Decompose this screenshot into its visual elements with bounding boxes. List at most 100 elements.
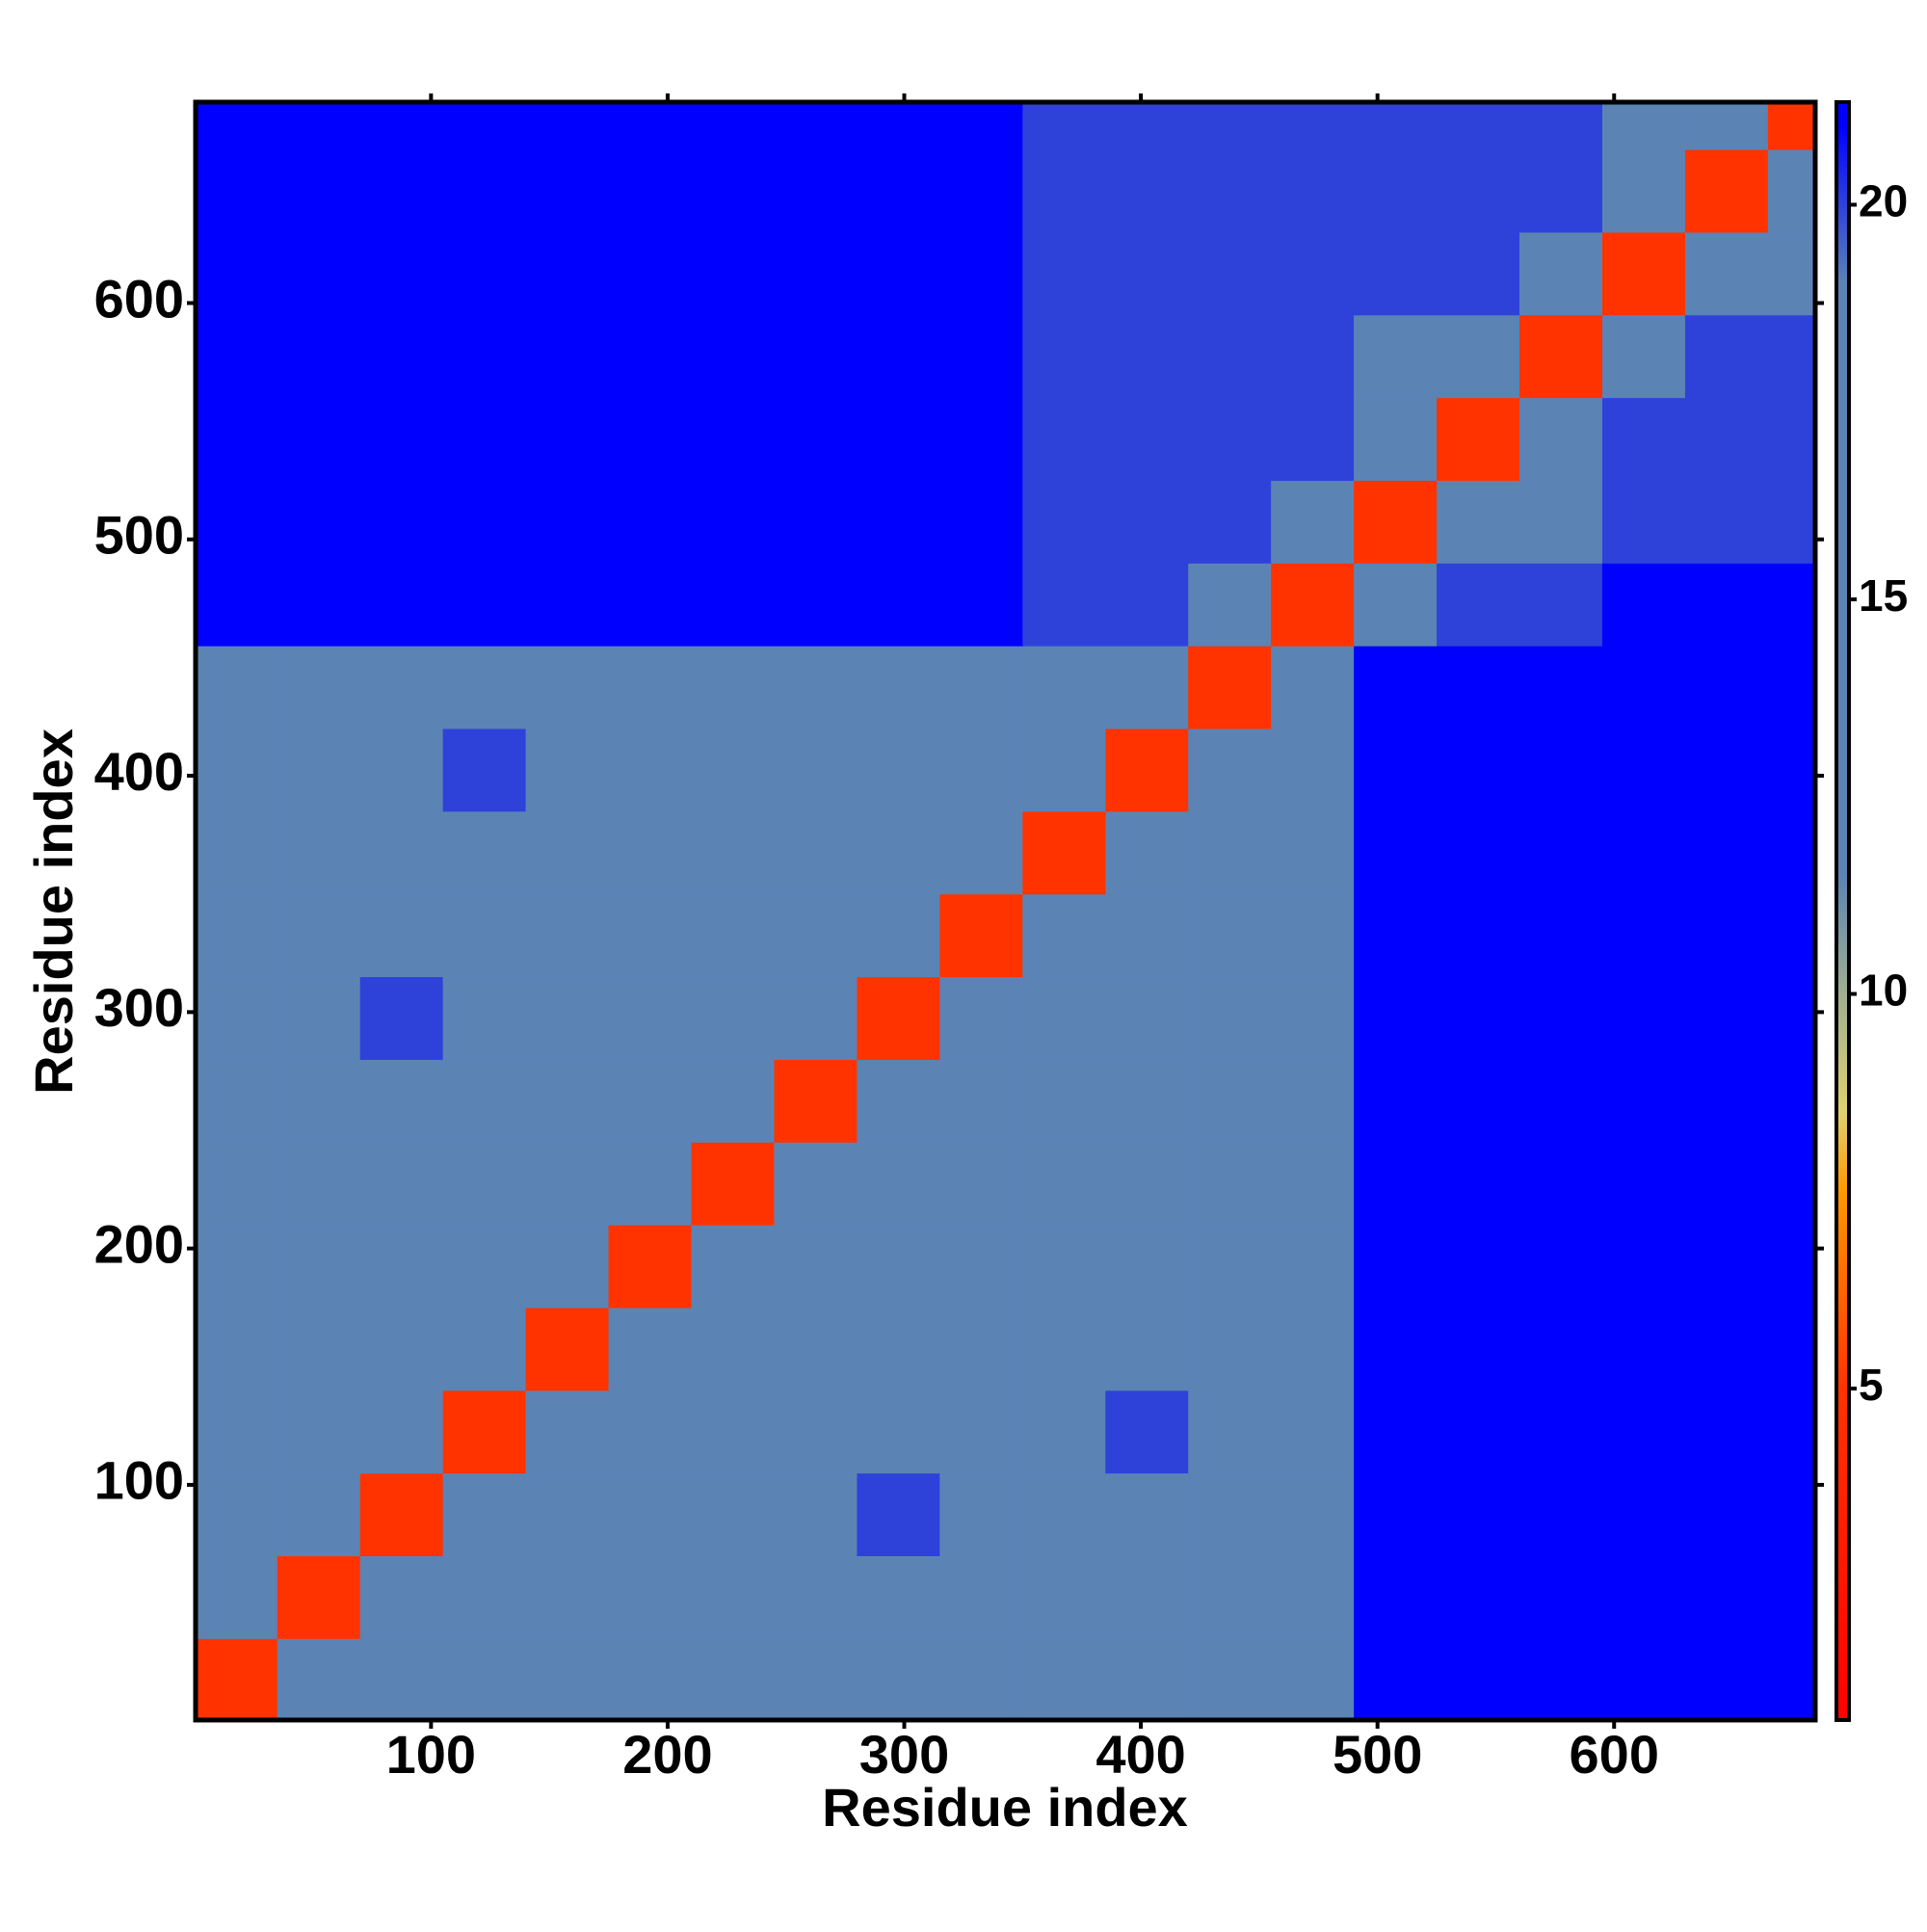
heat-cell [277,1142,361,1226]
heat-cell [1767,149,1816,233]
heat-cell [277,976,361,1060]
y-tick-label: 400 [94,741,184,802]
heat-cell [1437,1555,1520,1639]
heat-cell [196,102,278,150]
heat-cell [1437,149,1520,233]
heat-cell [774,810,858,895]
colorbar-tick-label: 10 [1859,966,1908,1016]
heat-cell [1684,1389,1769,1474]
heat-cell [939,1307,1023,1391]
heat-cell [774,893,858,978]
heat-cell [1188,728,1272,812]
heat-cell [1601,480,1686,564]
heat-cell [1022,728,1106,812]
heat-cell [774,1638,858,1721]
heat-cell [1601,102,1686,150]
colorbar-tick-label: 20 [1859,176,1908,226]
heat-cell [359,480,444,564]
heat-cell [1437,1307,1520,1391]
heat-cell [608,231,692,316]
heat-cell [1105,1389,1189,1474]
heat-cell [691,1389,775,1474]
heat-cell [1437,397,1520,481]
heat-cell [939,397,1023,481]
heat-cell [691,1142,775,1226]
heat-cell [1519,231,1603,316]
heat-cell [691,397,775,481]
heat-cell [1767,1059,1816,1143]
heat-cell [1022,397,1106,481]
heat-cell [359,1472,444,1557]
heat-cell [277,728,361,812]
heat-cell [1354,314,1438,399]
heat-cell [1519,480,1603,564]
heat-cell [1519,149,1603,233]
y-tick-label: 100 [94,1450,184,1511]
heat-cell [939,102,1023,150]
heat-cell [1519,976,1603,1060]
heat-cell [1437,231,1520,316]
heat-cell [857,1389,940,1474]
heat-cell [939,1555,1023,1639]
heat-cell [608,728,692,812]
heat-cell [1271,1472,1355,1557]
heat-cell [1188,480,1272,564]
heat-cell [1271,893,1355,978]
heat-cell [857,397,940,481]
heat-cell [1188,1472,1272,1557]
heat-cell [1601,810,1686,895]
heat-cell [1519,1142,1603,1226]
heat-cell [1022,1389,1106,1474]
heat-cell [1188,102,1272,150]
heat-cell [196,397,278,481]
heat-cell [1437,1472,1520,1557]
heat-cell [1022,480,1106,564]
heat-cell [774,1059,858,1143]
heat-cell [442,1225,527,1309]
heat-cell [691,1225,775,1309]
heat-cell [1354,1059,1438,1143]
heat-cell [1354,480,1438,564]
heat-cell [525,976,610,1060]
heat-cell [442,314,527,399]
heat-cell [1354,397,1438,481]
heat-cell [1271,1307,1355,1391]
heat-cell [1271,480,1355,564]
heat-cell [1105,728,1189,812]
heat-cell [196,1472,278,1557]
heat-cell [1105,893,1189,978]
heat-cell [1601,1142,1686,1226]
heat-cell [1022,1472,1106,1557]
heat-cell [1271,1389,1355,1474]
heat-cell [939,1638,1023,1721]
heat-cell [1105,1142,1189,1226]
heat-cell [1354,646,1438,729]
heat-cell [359,1389,444,1474]
heat-cell [1022,231,1106,316]
y-tick-label: 500 [94,505,184,566]
heat-cell [608,1555,692,1639]
heat-cell [525,314,610,399]
heat-cell [359,1225,444,1309]
heat-cell [1271,102,1355,150]
heat-cell [359,810,444,895]
heat-cell [525,1555,610,1639]
heat-cell [1188,314,1272,399]
heat-cell [608,646,692,729]
heat-cell [525,728,610,812]
heat-cell [1105,397,1189,481]
heat-cell [1022,893,1106,978]
heat-cell [277,810,361,895]
heat-cell [277,1472,361,1557]
heat-cell [442,893,527,978]
heat-cell [857,480,940,564]
heat-cell [1105,810,1189,895]
heat-cell [857,646,940,729]
heat-cell [1601,397,1686,481]
heat-cell [1105,1307,1189,1391]
heat-cell [774,1555,858,1639]
heat-cell [1271,397,1355,481]
heat-cell [1271,646,1355,729]
y-tick-label: 200 [94,1213,184,1274]
